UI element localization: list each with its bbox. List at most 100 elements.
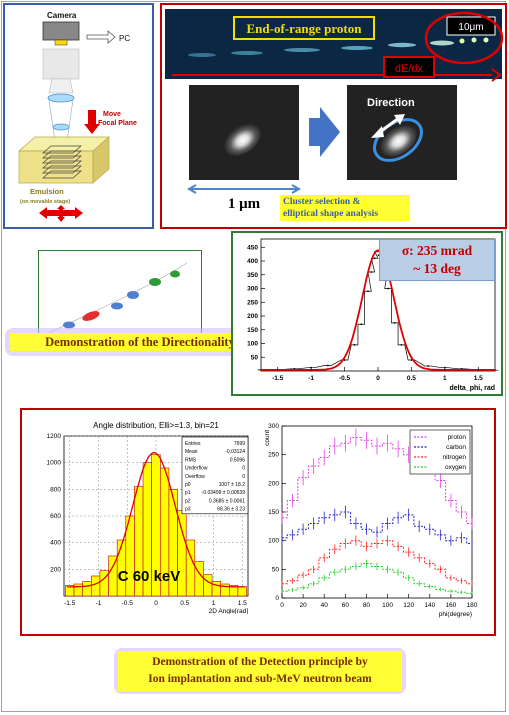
dphi-x-tick-label: 1.5 [474,375,483,382]
bottom-caption: Demonstration of the Detection principle… [118,651,402,691]
dphi-data-point [353,343,356,346]
sigma-line1: σ: 235 mrad [401,243,473,258]
microscope-tube [42,48,80,80]
dphi-x-tick-label: -0.5 [339,375,351,382]
cluster-ellipse-6 [170,270,180,278]
dphi-data-point [367,290,369,293]
phi-x-tick-label: 160 [445,602,456,609]
angle-y-tick-label: 800 [50,486,61,493]
dphi-data-point [400,343,403,346]
dphi-x-label: delta_phi, rad [449,385,495,392]
stats-value: -0.03499 ± 0.00539 [202,490,246,496]
scale-label: 10μm [458,22,483,33]
phi-x-tick-label: 0 [280,602,284,609]
angle-bar [211,581,221,597]
angle-bar [203,574,213,597]
angle-y-tick-label: 1000 [47,460,62,467]
direction-arrowhead-1 [371,126,384,138]
angle-y-tick-label: 400 [50,540,61,547]
sigma-box: σ: 235 mrad ~ 13 deg [379,239,495,281]
dphi-y-tick-label: 200 [247,313,258,320]
phi-y-label: count [264,430,271,446]
stats-key: Entries [185,441,201,447]
angle-histogram: Angle distribution, Elli>=1.3, bin=21 -1.… [47,421,249,614]
phi-x-tick-label: 120 [403,602,414,609]
cluster-caption-line1: Cluster selection & [283,197,361,207]
cluster-caption-line2: elliptical shape analysis [283,209,379,219]
phi-x-tick-label: 100 [382,602,393,609]
cluster-blob-analyzed [379,123,417,157]
focal-plane-stack [42,145,82,179]
phi-series-nitrogen [282,540,472,585]
cluster-ellipse-2 [82,311,100,321]
delta-phi-panel: -1.5 -1 -0.5 0 0.5 1 1.5 50 100 150 200 250 300 350 40… [231,231,503,396]
angle-y-tick-label: 600 [50,513,61,520]
bottom-caption-line2: Ion implantation and sub-MeV neutron bea… [148,673,372,685]
angle-chart-title: Angle distribution, Elli>=1.3, bin=21 [93,421,219,430]
dphi-y-tick-label: 150 [247,327,258,334]
dphi-y-tick-label: 50 [251,354,259,361]
dphi-data-point [427,365,430,367]
microscope-neck [48,78,74,94]
stats-box [181,436,249,515]
cluster-ellipse-1 [63,321,75,329]
dphi-y-tick-label: 400 [247,258,258,265]
angle-x-tick-label: -1.5 [64,600,76,607]
stats-key: RMS [185,457,197,463]
angle-energy-label: C 60 keV [118,568,181,585]
dphi-x-tick-label: -1 [308,375,314,382]
angle-bar [73,583,83,597]
phi-legend-label: carbon [446,444,466,451]
move-arrow-head [84,124,100,134]
dphi-data-point [360,323,363,326]
angle-fit-curve [66,452,246,588]
stats-key: Mean [185,449,198,455]
focal-plane-label: Focal Plane [98,120,137,127]
camera-label: Camera [47,11,77,20]
phi-y-tick-label: 200 [268,480,279,487]
phi-y-tick-label: 100 [268,538,279,545]
angle-x-tick-label: 1 [212,600,216,607]
angle-x-tick-label: 0.5 [180,600,189,607]
stats-key: Overflow [185,474,205,480]
dphi-data-point [373,257,376,260]
phi-x-label: phi(degree) [439,611,472,618]
phi-legend-label: oxygen [445,464,466,471]
phi-y-tick-label: 0 [275,595,279,602]
track-figure: End-of-range proton 10μm dE/dx Direction [165,9,504,212]
angle-x-tick-label: -1 [96,600,102,607]
direction-diagram [48,262,188,334]
stats-key: p1 [185,490,191,496]
endpoint-circle [424,11,504,65]
emulsion-label: Emulsion [30,187,64,196]
scale-bar-left [186,184,197,194]
phi-x-tick-label: 180 [467,602,478,609]
phi-legend-box [409,429,471,475]
stats-value: 0.3685 ± 0.0061 [209,498,245,504]
angle-x-tick-label: 1.5 [238,600,247,607]
angle-bar [237,586,247,597]
dphi-x-tick-label: -1.5 [272,375,284,382]
dphi-gaussian-fit [261,249,495,371]
microscope-diagram: Camera PC Move Focal Plane Emulsion (on … [18,11,137,222]
track-title-box [233,16,375,40]
dedx-label: dE/dx [395,63,424,75]
cluster-ellipse-4 [127,291,139,299]
angle-x-tick-label: 0 [154,600,158,607]
stage-label: (on movable stage) [20,199,70,205]
lens-lower [52,123,70,131]
stats-value: 68.36 ± 3.23 [217,507,245,513]
track-dots [188,37,489,57]
bottom-caption-line1: Demonstration of the Detection principle… [152,656,368,668]
camera-body [42,21,80,41]
phi-y-tick-label: 50 [272,566,280,573]
dphi-y-tick-label: 100 [247,341,258,348]
angle-x-label: 2D Angle[rad] [209,608,249,614]
angle-bar [108,555,118,597]
camera-sensor [54,39,68,46]
phi-y-tick-label: 150 [268,509,279,516]
dphi-x-tick-label: 1 [443,375,447,382]
sigma-line2: ~ 13 deg [413,261,461,276]
phi-x-tick-label: 80 [363,602,371,609]
